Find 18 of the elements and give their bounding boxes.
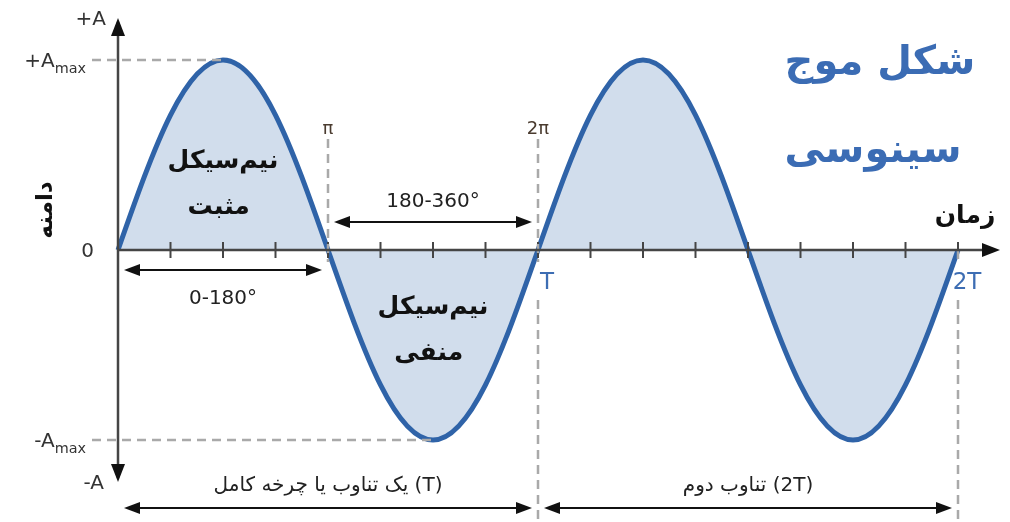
text: -A$_{max}$ — [34, 428, 87, 456]
text: +A — [75, 6, 107, 30]
annotation: نیم‌سیکل مثبت — [167, 144, 279, 220]
text: 0 — [81, 238, 94, 262]
annotation: نیم‌سیکل منفی — [377, 290, 489, 366]
annotation: 180-360° — [386, 188, 480, 212]
annotation: 2π — [526, 116, 550, 138]
text: +A$_{max}$ — [24, 48, 87, 76]
annotation: 0-180° — [188, 285, 258, 309]
x-tick-label: 2T — [952, 268, 983, 294]
text: (T) یک تناوب یا چرخه کامل — [213, 472, 443, 496]
x-axis-title: زمان — [934, 199, 996, 229]
x-tick-label: T — [538, 268, 555, 294]
text: شکل موج سینوسی — [784, 37, 976, 172]
text: (2T) تناوب دوم — [682, 472, 814, 496]
text: -A — [83, 470, 105, 494]
y-axis-title: دامنه — [31, 181, 57, 239]
annotation: π — [322, 116, 334, 138]
